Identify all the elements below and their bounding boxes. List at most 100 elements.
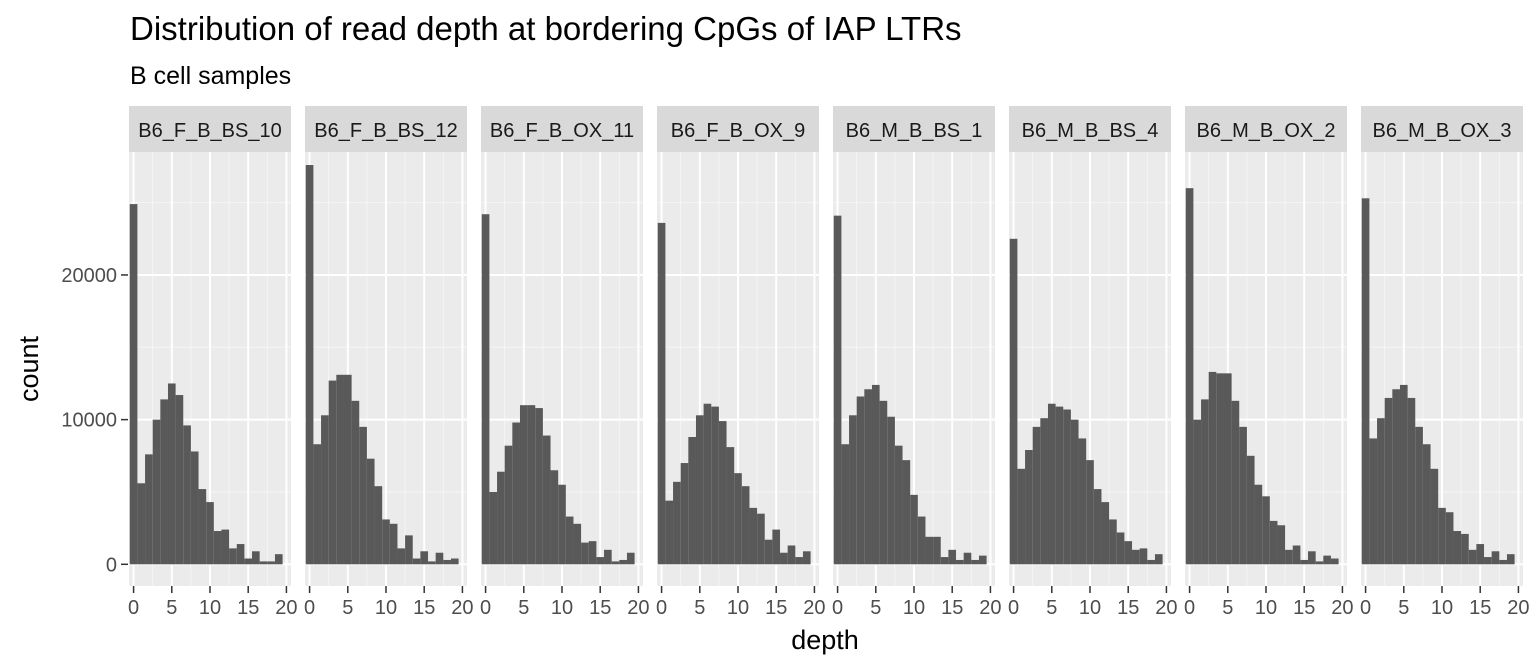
histogram-bar: [428, 561, 436, 565]
histogram-bar: [665, 500, 674, 565]
histogram-bar: [405, 535, 413, 565]
histogram-bar: [856, 396, 865, 565]
histogram-bar: [1231, 400, 1240, 565]
y-tick-label: 0: [106, 554, 117, 576]
histogram-bar: [565, 516, 574, 565]
histogram-bar: [673, 481, 681, 565]
histogram-bar: [1415, 426, 1423, 565]
histogram-bar: [1116, 532, 1125, 565]
histogram-bar: [328, 380, 337, 565]
histogram-bar: [519, 405, 528, 565]
y-axis: 0 10000 20000: [61, 265, 128, 576]
histogram-bar: [1399, 384, 1408, 565]
histogram-bar: [198, 489, 207, 565]
facet-strip-label: B6_F_B_OX_9: [671, 120, 806, 142]
histogram-bar: [512, 422, 520, 565]
histogram-bar: [956, 559, 964, 565]
histogram-bar: [1025, 450, 1033, 565]
histogram-bar: [1132, 549, 1140, 565]
histogram-bar: [764, 539, 773, 565]
histogram-bar: [450, 558, 459, 565]
facet-panel: B6_M_B_OX_2 0 5 10 15 20: [1184, 106, 1354, 619]
x-tick-label: 10: [551, 597, 573, 619]
histogram-bar: [1377, 418, 1385, 565]
histogram-bar: [772, 529, 781, 565]
histogram-bar: [274, 554, 283, 565]
histogram-bar: [1476, 544, 1485, 565]
histogram-bar: [481, 214, 490, 565]
histogram-bar: [741, 486, 750, 565]
histogram-bar: [1430, 468, 1439, 565]
histogram-bar: [711, 406, 719, 565]
x-tick-label: 0: [1360, 597, 1371, 619]
x-tick-label: 20: [1331, 597, 1353, 619]
x-axis-title: depth: [791, 625, 859, 655]
x-tick-label: 0: [1184, 597, 1195, 619]
histogram-bar: [1139, 548, 1148, 565]
y-tick-label: 20000: [61, 265, 117, 287]
histogram-bar: [1361, 198, 1370, 565]
histogram-bar: [757, 513, 765, 565]
histogram-bar: [588, 541, 597, 565]
x-tick-label: 5: [342, 597, 353, 619]
facet-panel: B6_F_B_BS_12 0 5 10 15 20: [304, 106, 474, 619]
histogram-bar: [412, 558, 421, 565]
x-tick-label: 15: [1117, 597, 1139, 619]
histogram-bar: [1300, 559, 1309, 565]
histogram-bar: [1330, 558, 1339, 565]
facet-panels: B6_F_B_BS_10 0 5 10 15 20 B6_F_B_BS_12 0 5 10 15 20…: [128, 106, 1530, 619]
histogram-bar: [1315, 561, 1324, 565]
histogram-bar: [1277, 525, 1286, 565]
x-tick-label: 0: [832, 597, 843, 619]
histogram-bar: [611, 561, 620, 565]
x-tick-label: 5: [694, 597, 705, 619]
histogram-bar: [619, 559, 627, 565]
histogram-bar: [726, 447, 735, 565]
histogram-bar: [933, 536, 941, 565]
histogram-bar: [1438, 507, 1446, 565]
histogram-bar: [443, 559, 451, 565]
histogram-bar: [374, 486, 383, 565]
histogram-bar: [259, 561, 268, 565]
histogram-bar: [978, 555, 987, 565]
histogram-bar: [175, 395, 184, 565]
histogram-bar: [833, 215, 842, 565]
x-tick-label: 20: [803, 597, 825, 619]
histogram-bar: [145, 454, 153, 565]
facet-strip: [305, 106, 467, 152]
histogram-bar: [213, 531, 222, 565]
x-tick-label: 15: [1469, 597, 1491, 619]
x-tick-label: 0: [656, 597, 667, 619]
x-tick-label: 15: [589, 597, 611, 619]
x-tick-label: 0: [304, 597, 315, 619]
histogram-bar: [343, 374, 352, 565]
histogram-bar: [252, 551, 260, 565]
histogram-bar: [236, 544, 245, 565]
histogram-bar: [497, 471, 505, 565]
histogram-bar: [1308, 551, 1316, 565]
x-tick-label: 15: [1293, 597, 1315, 619]
histogram-bar: [167, 383, 176, 565]
x-tick-label: 20: [451, 597, 473, 619]
histogram-bar: [229, 548, 237, 565]
histogram-bar: [1392, 389, 1400, 565]
facet-strip-label: B6_M_B_OX_2: [1197, 120, 1336, 142]
x-tick-label: 15: [765, 597, 787, 619]
chart-subtitle: B cell samples: [130, 62, 291, 90]
histogram-bar: [695, 415, 704, 565]
histogram-bar: [382, 519, 390, 565]
x-tick-label: 5: [1398, 597, 1409, 619]
histogram-bar: [688, 436, 696, 565]
histogram-bar: [1484, 557, 1492, 565]
x-tick-label: 10: [1079, 597, 1101, 619]
histogram-bar: [1407, 397, 1416, 565]
histogram-bar: [1384, 397, 1393, 565]
facet-panel: B6_F_B_OX_9 0 5 10 15 20: [656, 106, 826, 619]
facet-strip: [1009, 106, 1171, 152]
histogram-bar: [1254, 484, 1263, 565]
histogram-bar: [1269, 520, 1278, 565]
histogram-bar: [940, 557, 949, 565]
x-tick-label: 10: [375, 597, 397, 619]
facet-strip: [1361, 106, 1523, 152]
